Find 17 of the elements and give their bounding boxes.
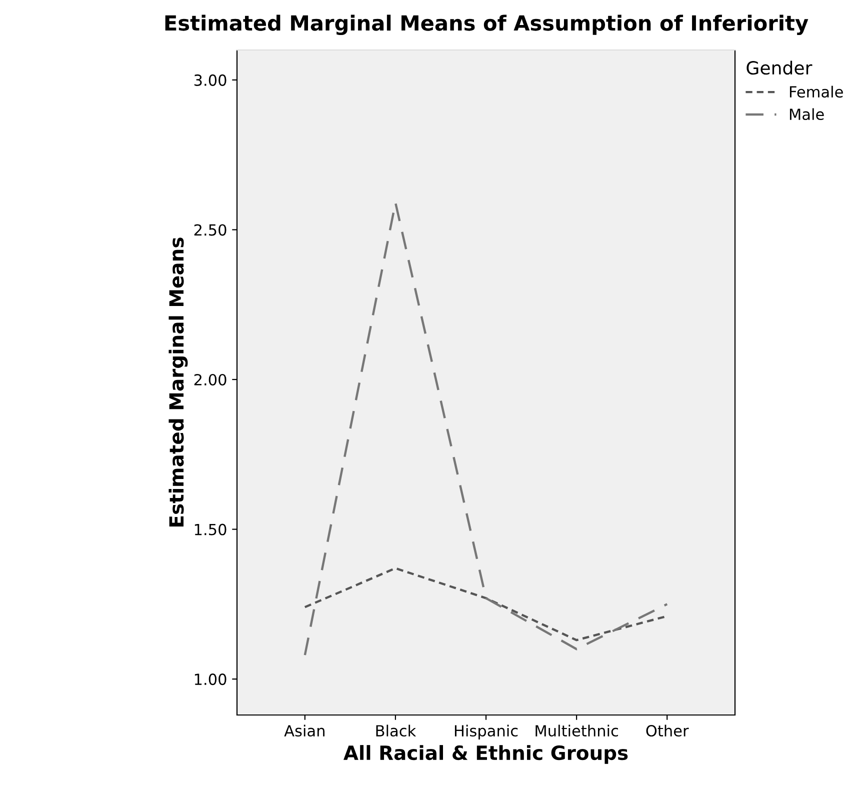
legend-title: Gender bbox=[746, 60, 812, 75]
legend-label: Female bbox=[790, 86, 843, 98]
legend-label: Male bbox=[790, 108, 824, 120]
x-tick-label: Black bbox=[376, 724, 416, 737]
x-tick-label: Other bbox=[646, 724, 689, 737]
y-tick-label: 3.00 bbox=[194, 74, 226, 86]
y-tick-label: 1.00 bbox=[194, 674, 226, 686]
y-tick-label: 2.50 bbox=[194, 224, 226, 236]
y-tick-label: 1.50 bbox=[194, 524, 226, 536]
x-tick-label: Multiethnic bbox=[536, 724, 618, 737]
x-tick-label: Asian bbox=[284, 724, 324, 737]
line-series bbox=[304, 202, 668, 656]
chart-title: Estimated Marginal Means of Assumption of Inferiority bbox=[165, 14, 808, 36]
y-axis-title: Estimated Marginal Means bbox=[168, 238, 188, 526]
x-tick-label: Hispanic bbox=[454, 724, 518, 740]
y-tick-label: 2.00 bbox=[194, 374, 226, 386]
x-axis-title: All Racial & Ethnic Groups bbox=[344, 745, 628, 764]
